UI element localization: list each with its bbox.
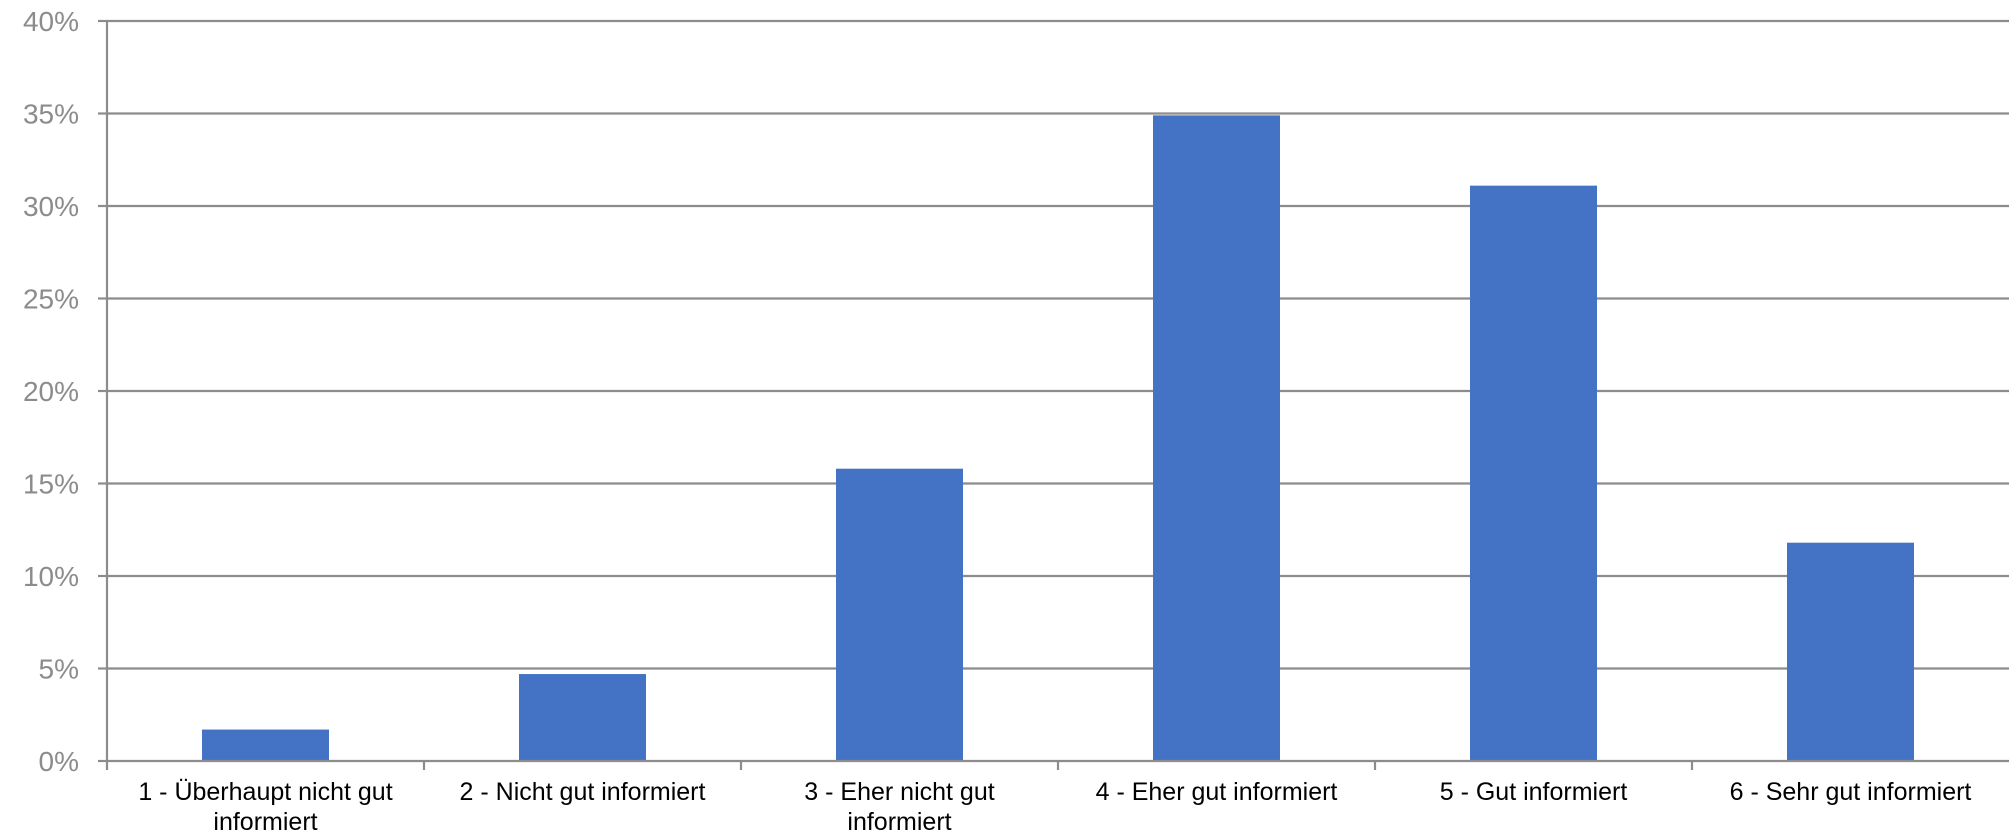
bar — [202, 729, 329, 761]
bar — [836, 468, 963, 761]
x-tick-label: 4 - Eher gut informiert — [1096, 778, 1338, 806]
y-tick-label: 30% — [23, 191, 79, 222]
y-tick-label: 40% — [23, 6, 79, 37]
x-tick-label: 2 - Nicht gut informiert — [460, 778, 706, 806]
x-tick-label: 3 - Eher nicht gut informiert — [804, 778, 994, 833]
x-axis-tick-labels: 1 - Überhaupt nicht gut informiert 2 - Nic… — [138, 778, 1971, 833]
y-axis-tick-labels: 0% 5% 10% 15% 20% 25% 30% 35% 40% — [23, 6, 79, 777]
y-tick-label: 35% — [23, 99, 79, 130]
bar — [519, 674, 646, 761]
y-tick-label: 10% — [23, 561, 79, 592]
gridlines — [107, 19, 2009, 670]
y-tick-label: 5% — [39, 654, 79, 685]
y-tick-label: 0% — [39, 746, 79, 777]
x-tick-label: 1 - Überhaupt nicht gut informiert — [138, 778, 392, 833]
y-tick-label: 15% — [23, 469, 79, 500]
axes — [98, 19, 2009, 770]
y-tick-label: 25% — [23, 284, 79, 315]
x-tick-label: 6 - Sehr gut informiert — [1730, 778, 1972, 806]
bar — [1787, 542, 1914, 761]
x-tick-label: 5 - Gut informiert — [1440, 778, 1628, 806]
bars — [202, 115, 1914, 762]
bar — [1470, 185, 1597, 761]
y-tick-label: 20% — [23, 376, 79, 407]
bar — [1153, 115, 1280, 762]
